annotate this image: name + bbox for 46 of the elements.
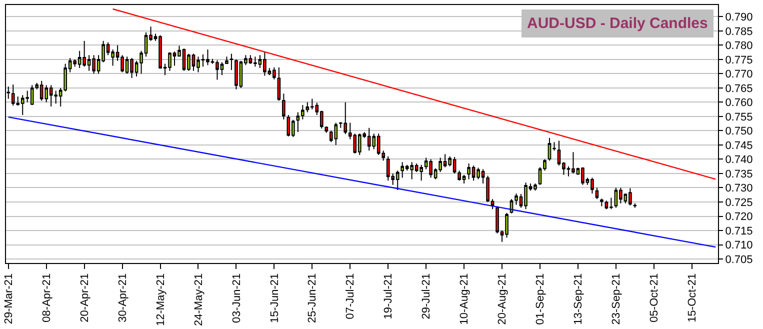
y-tick-label: 0.745 xyxy=(725,140,753,152)
text: AUD-USD - Daily Candles xyxy=(527,15,708,32)
candlestick xyxy=(225,56,228,64)
y-tick-label: 0.775 xyxy=(725,54,753,66)
x-tick-label: 13-Sep-21 xyxy=(572,273,585,325)
y-tick-label: 0.750 xyxy=(725,126,753,138)
x-tick-label: 07-Jul-21 xyxy=(344,273,357,320)
y-tick-label: 0.780 xyxy=(725,40,753,52)
y-tick-label: 0.765 xyxy=(725,82,753,95)
candlestick xyxy=(282,93,286,120)
x-tick-label: 25-Jun-21 xyxy=(306,273,319,323)
x-tick-label: 19-Jul-21 xyxy=(382,273,395,320)
y-tick-label: 0.735 xyxy=(725,168,753,180)
x-tick-label: 10-Aug-21 xyxy=(458,273,471,325)
y-tick-label: 0.725 xyxy=(725,196,753,209)
candlestick xyxy=(600,198,604,207)
x-tick-label: 29-Mar-21 xyxy=(2,273,15,324)
y-tick-label: 0.760 xyxy=(725,97,753,110)
x-tick-label: 23-Sep-21 xyxy=(610,273,623,325)
y-tick-label: 0.710 xyxy=(725,240,753,252)
x-tick-label: 15-Oct-21 xyxy=(686,273,698,322)
y-tick-label: 0.720 xyxy=(725,211,753,224)
x-tick-label: 01-Sep-21 xyxy=(534,273,547,325)
x-tick-label: 20-Aug-21 xyxy=(496,273,509,325)
y-tick-label: 0.740 xyxy=(725,154,753,166)
x-tick-label: 05-Oct-21 xyxy=(648,273,660,322)
y-tick-label: 0.755 xyxy=(725,111,753,124)
y-tick-label: 0.785 xyxy=(725,26,753,38)
x-tick-label: 15-Jun-21 xyxy=(268,273,281,323)
x-tick-label: 03-Jun-21 xyxy=(230,273,243,323)
x-tick-label: 12-May-21 xyxy=(154,273,167,326)
x-tick-label: 29-Jul-21 xyxy=(420,273,433,320)
candlestick xyxy=(230,53,234,70)
y-tick-label: 0.730 xyxy=(725,182,753,195)
candlestick xyxy=(277,66,281,102)
candlestick xyxy=(595,187,599,200)
x-tick-label: 08-Apr-21 xyxy=(40,273,53,322)
y-tick-label: 0.790 xyxy=(725,12,753,24)
y-tick-label: 0.705 xyxy=(725,254,753,266)
x-tick-label: 20-Apr-21 xyxy=(78,273,91,322)
y-tick-label: 0.770 xyxy=(725,68,753,81)
candlestick xyxy=(633,202,637,208)
y-tick-label: 0.715 xyxy=(725,225,753,238)
x-tick-label: 24-May-21 xyxy=(192,273,205,326)
candlestick xyxy=(324,126,328,134)
x-tick-label: 30-Apr-21 xyxy=(116,273,129,322)
